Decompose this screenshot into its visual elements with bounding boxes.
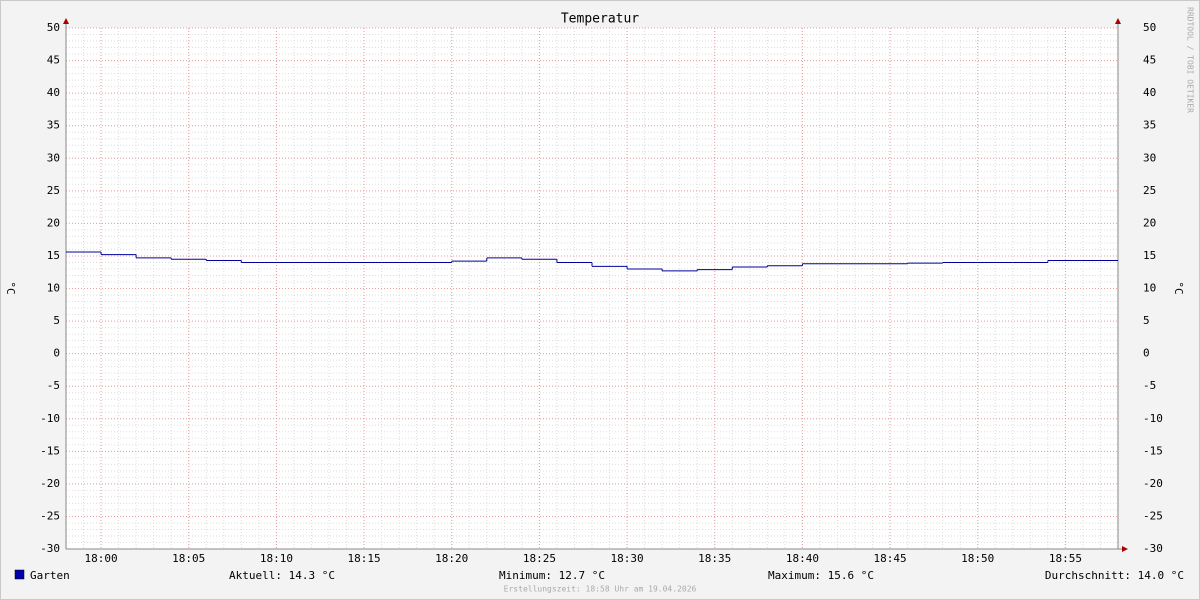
x-tick-label: 18:45: [874, 552, 907, 565]
y2-tick-label: -20: [1143, 477, 1163, 490]
y2-tick-label: 45: [1143, 54, 1156, 67]
x-tick-label: 18:05: [172, 552, 205, 565]
y-axis-label: °C: [4, 281, 17, 294]
y-tick-label: 25: [47, 184, 60, 197]
x-tick-label: 18:35: [698, 552, 731, 565]
y-tick-label: -5: [47, 379, 60, 392]
legend-swatch: [14, 569, 25, 580]
y-tick-label: 45: [47, 54, 60, 67]
x-tick-label: 18:15: [348, 552, 381, 565]
arrow: [1115, 18, 1121, 24]
legend-label: Garten: [30, 569, 70, 582]
y2-tick-label: 35: [1143, 119, 1156, 132]
y-tick-label: -30: [40, 542, 60, 555]
x-tick-label: 18:00: [85, 552, 118, 565]
arrow: [63, 18, 69, 24]
y2-tick-label: 40: [1143, 86, 1156, 99]
y2-tick-label: -15: [1143, 444, 1163, 457]
y2-tick-label: 15: [1143, 249, 1156, 262]
y2-tick-label: 25: [1143, 184, 1156, 197]
y-tick-label: 15: [47, 249, 60, 262]
y-tick-label: -20: [40, 477, 60, 490]
y-tick-label: 30: [47, 151, 60, 164]
y-tick-label: 35: [47, 119, 60, 132]
stat: Durchschnitt: 14.0 °C: [1045, 569, 1184, 582]
chart-title: Temperatur: [561, 12, 639, 27]
y-tick-label: 5: [53, 314, 60, 327]
y2-tick-label: 50: [1143, 21, 1156, 34]
y2-tick-label: -30: [1143, 542, 1163, 555]
y2-tick-label: -5: [1143, 379, 1156, 392]
footer: Erstellungszeit: 18:58 Uhr am 19.04.2026: [504, 585, 697, 594]
x-tick-label: 18:25: [523, 552, 556, 565]
y2-tick-label: 0: [1143, 347, 1150, 360]
y-tick-label: -15: [40, 444, 60, 457]
y-tick-label: 50: [47, 21, 60, 34]
x-tick-label: 18:50: [961, 552, 994, 565]
y-tick-label: 20: [47, 216, 60, 229]
y2-tick-label: -10: [1143, 412, 1163, 425]
stat: Aktuell: 14.3 °C: [229, 569, 335, 582]
x-tick-label: 18:40: [786, 552, 819, 565]
y2-tick-label: 30: [1143, 151, 1156, 164]
x-tick-label: 18:10: [260, 552, 293, 565]
y2-tick-label: 10: [1143, 282, 1156, 295]
x-tick-label: 18:30: [611, 552, 644, 565]
y2-tick-label: 20: [1143, 216, 1156, 229]
watermark: RRDTOOL / TOBI OETIKER: [1186, 7, 1195, 113]
y-tick-label: 0: [53, 347, 60, 360]
y-tick-label: -10: [40, 412, 60, 425]
stat: Maximum: 15.6 °C: [768, 569, 874, 582]
y2-tick-label: 5: [1143, 314, 1150, 327]
stat: Minimum: 12.7 °C: [499, 569, 605, 582]
y2-axis-label: °C: [1172, 281, 1185, 294]
y-tick-label: 10: [47, 282, 60, 295]
arrow: [1122, 546, 1128, 552]
y-tick-label: -25: [40, 509, 60, 522]
grid: [65, 27, 1119, 550]
x-tick-label: 18:55: [1049, 552, 1082, 565]
y2-tick-label: -25: [1143, 509, 1163, 522]
y-tick-label: 40: [47, 86, 60, 99]
x-tick-label: 18:20: [435, 552, 468, 565]
